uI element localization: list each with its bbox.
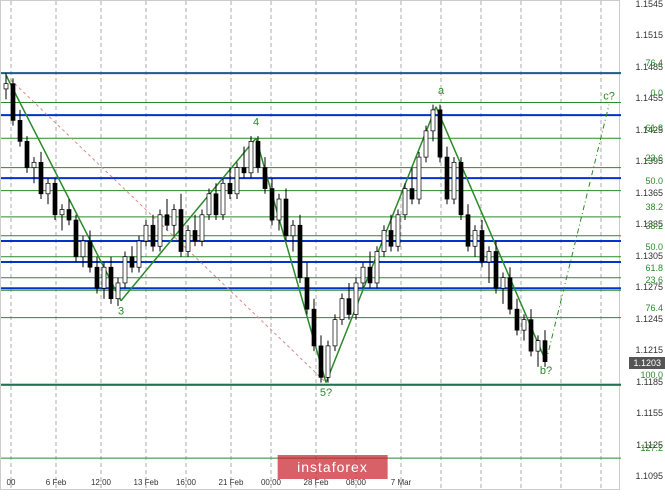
x-axis-label: 7 Mar — [391, 478, 411, 487]
svg-text:3: 3 — [118, 305, 124, 317]
svg-text:4: 4 — [253, 117, 259, 129]
x-axis-label: 28 Feb — [304, 478, 329, 487]
chart-plot-area[interactable]: 3 4 5? a b? c? 00 6 Feb 12:00 13 Feb 16:00 21 Feb 0… — [0, 0, 620, 490]
x-axis-label: 08:00 — [346, 478, 366, 487]
x-axis-label: 21 Feb — [219, 478, 244, 487]
x-axis-label: 12:00 — [91, 478, 111, 487]
x-axis-label: 00 — [7, 478, 16, 487]
svg-text:c?: c? — [603, 90, 615, 102]
svg-text:b?: b? — [540, 365, 552, 377]
y-axis: 1.10951.11251.11551.11851.12151.12451.12… — [620, 0, 665, 490]
svg-text:a: a — [438, 85, 445, 97]
x-axis-label: 13 Feb — [134, 478, 159, 487]
watermark: instaforex — [277, 455, 388, 479]
x-axis-label: 6 Feb — [46, 478, 66, 487]
chart-svg: 3 4 5? a b? c? — [1, 1, 621, 491]
x-axis-label: 00:00 — [261, 478, 281, 487]
x-axis-label: 16:00 — [176, 478, 196, 487]
svg-text:5?: 5? — [320, 387, 332, 399]
